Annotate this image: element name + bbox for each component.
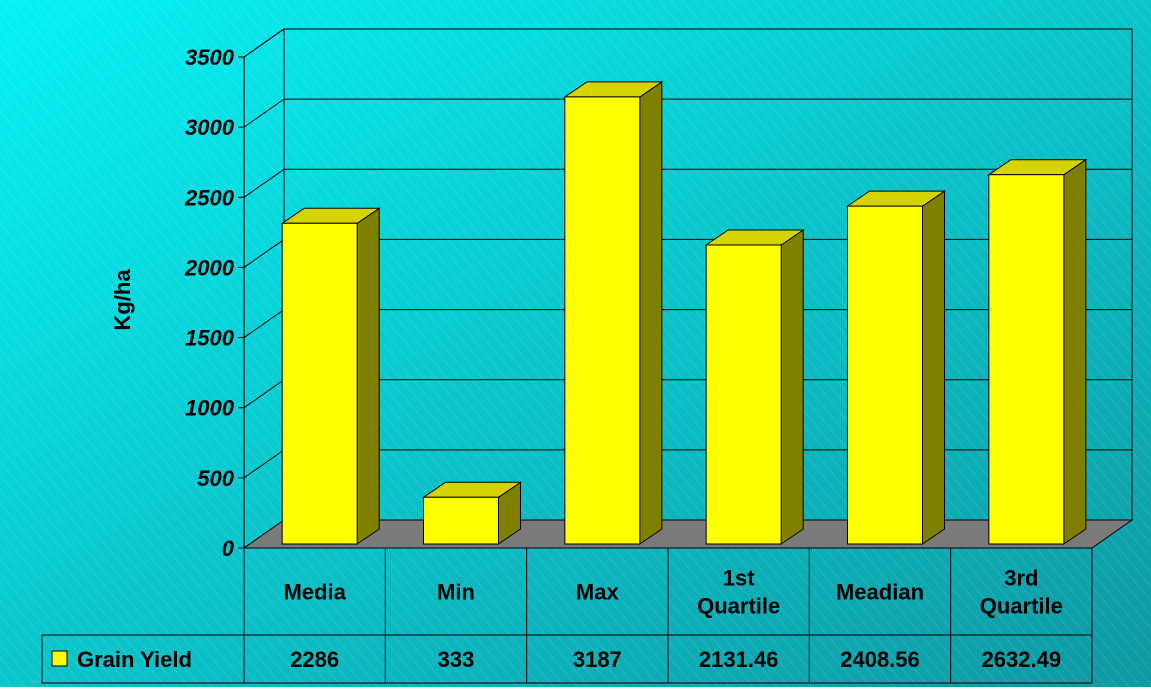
y-tick-label: 3000 <box>185 115 235 140</box>
bars <box>280 80 1088 545</box>
y-tick-label: 2000 <box>184 255 235 280</box>
bar-side <box>780 229 804 545</box>
y-tick-label: 2500 <box>184 185 235 210</box>
x-category-label: Max <box>576 580 620 605</box>
y-tick-label: 1500 <box>185 326 235 351</box>
x-category-label: Media <box>283 580 346 605</box>
bar-front <box>564 96 641 545</box>
legend-label: Grain Yield <box>77 647 192 672</box>
bar-2 <box>421 481 523 545</box>
bar-front <box>281 222 358 545</box>
table-value: 2131.46 <box>699 647 779 672</box>
table-value: 2286 <box>290 647 339 672</box>
x-category-label: Meadian <box>836 580 924 605</box>
x-category-label: Quartile <box>980 594 1063 619</box>
x-category-label: Quartile <box>697 594 780 619</box>
bar-front <box>988 174 1065 545</box>
x-category-label: 1st <box>723 566 755 591</box>
y-tick-label: 1000 <box>185 396 235 421</box>
gridline <box>243 98 1132 128</box>
x-category-label: 3rd <box>1004 566 1038 591</box>
legend-swatch <box>51 650 68 667</box>
table-value: 333 <box>438 647 475 672</box>
bar-4 <box>704 229 805 545</box>
bar-3 <box>563 80 664 545</box>
bar-1 <box>280 207 381 545</box>
bar-front <box>847 205 923 545</box>
table-value: 2632.49 <box>982 647 1062 672</box>
y-axis-label: Kg/ha <box>110 269 135 331</box>
bar-front <box>423 496 499 545</box>
bar-side <box>1063 158 1087 545</box>
bar-5 <box>845 190 947 545</box>
y-tick-label: 3500 <box>185 45 235 70</box>
y-tick-label: 0 <box>222 536 235 561</box>
bar-6 <box>987 158 1088 545</box>
gridline <box>243 28 1132 58</box>
bar-side <box>922 190 945 545</box>
y-tick-label: 500 <box>197 466 234 491</box>
table-value: 2408.56 <box>840 647 920 672</box>
gridline <box>243 168 1132 198</box>
bar-front <box>705 244 782 545</box>
y-axis: 0 500 1000 1500 2000 2500 3000 3500 <box>184 45 245 561</box>
table-value: 3187 <box>573 647 622 672</box>
bar-side <box>356 207 380 545</box>
bar-side <box>639 80 663 545</box>
data-table: Media Min Max 1st Quartile Meadian 3rd Quartile… <box>41 548 1093 684</box>
x-category-label: Min <box>437 580 475 605</box>
